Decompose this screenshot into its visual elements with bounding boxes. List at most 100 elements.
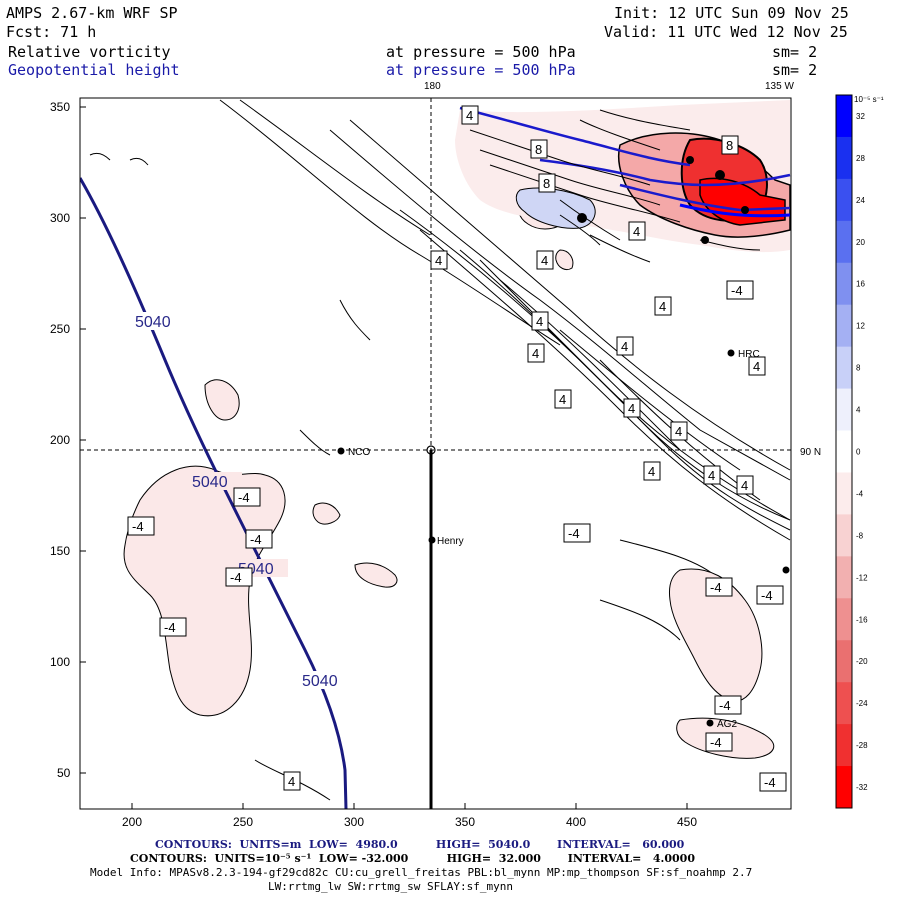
svg-text:4: 4 (659, 299, 666, 314)
label-neg4-i: -4 (159, 617, 187, 637)
label-pos4-i: 4 (748, 356, 766, 376)
colorbar-label: -24 (856, 699, 868, 708)
colorbar-label: 4 (856, 406, 861, 415)
label-pos4-k: 4 (623, 398, 641, 418)
svg-text:-4: -4 (710, 580, 722, 595)
height-labels: 5040 5040 5040 5040 (133, 312, 352, 690)
colorbar-label: -12 (856, 573, 868, 582)
contour-value-labels: 4 8 8 8 4 4 4 -4 4 4 4 4 4 4 4 4 4 4 4 -… (127, 105, 787, 792)
svg-text:-4: -4 (719, 698, 731, 713)
svg-text:-4: -4 (250, 532, 262, 547)
colorbar-unit: 10⁻⁵ s⁻¹ (854, 95, 884, 104)
colorbar-frame (835, 94, 853, 809)
svg-text:8: 8 (543, 176, 550, 191)
label-neg4-b: -4 (233, 487, 261, 507)
label-pos4-l: 4 (670, 421, 688, 441)
label-neg4-l: -4 (759, 772, 787, 792)
station-henry: Henry (428, 536, 464, 547)
svg-text:4: 4 (648, 464, 655, 479)
colorbar-label: 12 (856, 322, 865, 331)
svg-text:8: 8 (535, 142, 542, 157)
label-pos4-p: 4 (283, 771, 301, 791)
y-tick-100: 100 (50, 655, 70, 669)
y-tick-300: 300 (50, 211, 70, 225)
svg-text:4: 4 (708, 468, 715, 483)
station-unnamed (782, 566, 790, 574)
colorbar: 32 28 24 20 16 12 8 4 0 -4 -8 -12 -16 -20 -24 -28 -32 (835, 94, 868, 809)
label-pos4-a: 4 (461, 105, 479, 125)
label-neg4-g: -4 (705, 577, 733, 597)
x-tick-300: 300 (344, 815, 364, 829)
colorbar-label: 32 (856, 112, 865, 121)
svg-text:4: 4 (675, 424, 682, 439)
colorbar-label: 16 (856, 280, 865, 289)
x-tick-350: 350 (455, 815, 475, 829)
svg-text:-4: -4 (132, 519, 144, 534)
pole-marker (426, 445, 436, 455)
x-tick-250: 250 (233, 815, 253, 829)
colorbar-swatch (836, 472, 852, 515)
label-pos4-m: 4 (643, 461, 661, 481)
label-neg4-d: -4 (563, 523, 591, 543)
colorbar-swatch (836, 346, 852, 390)
svg-text:-4: -4 (764, 775, 776, 790)
colorbar-swatch (836, 514, 852, 557)
colorbar-label: -32 (856, 783, 868, 792)
svg-text:-4: -4 (164, 620, 176, 635)
plot-frame (79, 97, 792, 810)
label-neg4-e: -4 (245, 529, 273, 549)
vorticity-contours (89, 99, 791, 801)
y-axis (80, 106, 86, 774)
field2-smoothing: sm= 2 (772, 61, 817, 79)
station-nco-label: NCO (348, 447, 370, 458)
svg-text:-4: -4 (568, 526, 580, 541)
y-tick-250: 250 (50, 322, 70, 336)
svg-text:4: 4 (633, 224, 640, 239)
y-tick-200: 200 (50, 433, 70, 447)
lon-label-180: 180 (424, 81, 441, 92)
colorbar-swatch (836, 766, 852, 809)
colorbar-swatch (836, 598, 852, 641)
label-pos4-g: 4 (616, 336, 634, 356)
colorbar-swatch (836, 262, 852, 306)
model-title: AMPS 2.67-km WRF SP (6, 4, 178, 22)
footer-vorticity-contours: CONTOURS: UNITS=10⁻⁵ s⁻¹ LOW= -32.000 HI… (130, 852, 695, 865)
colorbar-swatch (836, 640, 852, 683)
station-ag2-label: AG2 (717, 719, 737, 730)
svg-text:4: 4 (541, 253, 548, 268)
svg-text:4: 4 (466, 108, 473, 123)
label-pos8-a: 8 (530, 139, 548, 159)
colorbar-label: 0 (856, 448, 861, 457)
label-pos4-c: 4 (430, 250, 448, 270)
height-label-1: 5040 (135, 314, 171, 331)
station-nco: NCO (337, 447, 370, 458)
label-neg4-c: -4 (127, 516, 155, 536)
colorbar-swatch (836, 136, 852, 180)
svg-text:4: 4 (621, 339, 628, 354)
label-pos4-d: 4 (536, 250, 554, 270)
colorbar-swatch (836, 682, 852, 725)
valid-time: Valid: 11 UTC Wed 12 Nov 25 (604, 23, 848, 41)
colorbar-label: 24 (856, 196, 865, 205)
svg-text:4: 4 (435, 253, 442, 268)
colorbar-swatch (836, 178, 852, 222)
station-hrc: HRC (727, 349, 760, 360)
svg-text:4: 4 (741, 478, 748, 493)
lon-label-135w: 135 W (765, 81, 794, 92)
x-tick-200: 200 (122, 815, 142, 829)
y-tick-50: 50 (57, 766, 71, 780)
svg-text:4: 4 (559, 392, 566, 407)
label-pos4-o: 4 (736, 475, 754, 495)
svg-text:-4: -4 (731, 283, 743, 298)
colorbar-swatch (836, 220, 852, 264)
svg-text:4: 4 (753, 359, 760, 374)
svg-text:-4: -4 (710, 735, 722, 750)
x-axis (131, 803, 688, 809)
label-pos4-h: 4 (527, 343, 545, 363)
colorbar-label: -28 (856, 741, 868, 750)
svg-text:4: 4 (536, 314, 543, 329)
footer-height-contours: CONTOURS: UNITS=m LOW= 4980.0 HIGH= 5040… (155, 838, 685, 851)
colorbar-swatch (836, 556, 852, 599)
colorbar-swatch (836, 724, 852, 767)
